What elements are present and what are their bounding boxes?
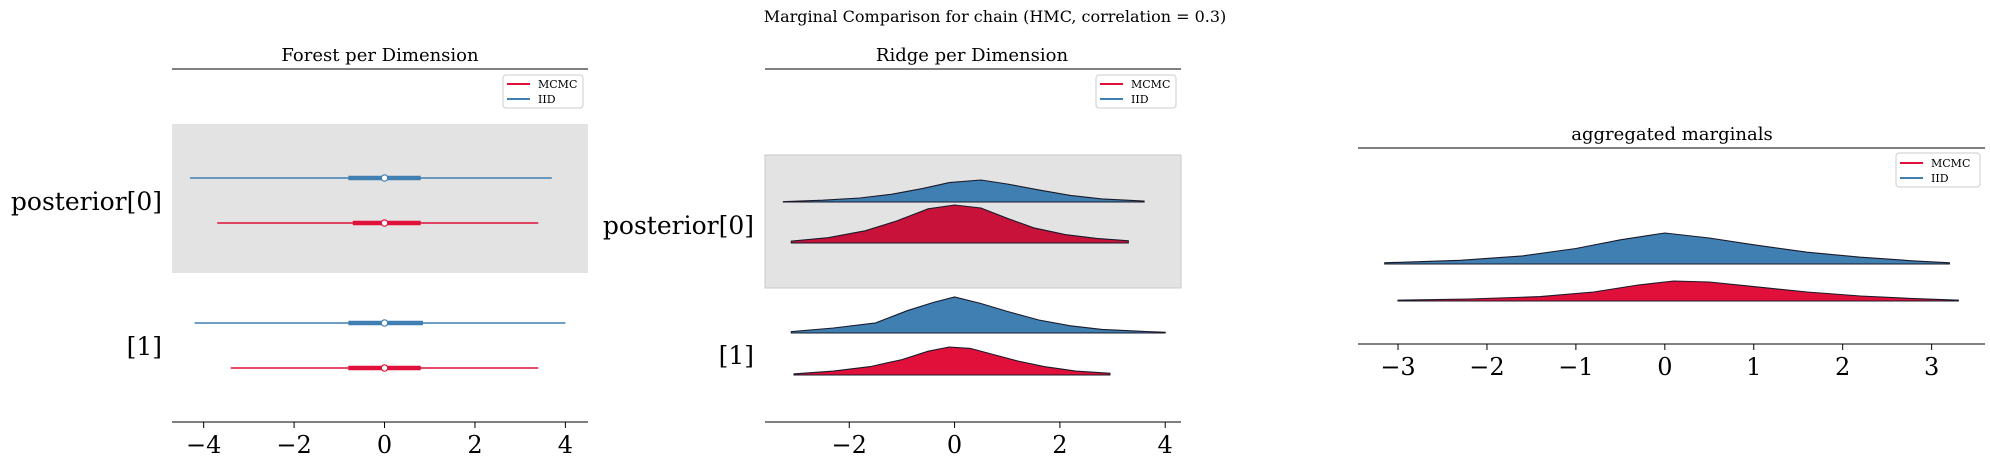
forest-row-label-1: [1] — [127, 332, 162, 361]
ridge-row-label-1: [1] — [719, 341, 754, 370]
aggregated-legend: MCMC IID — [1895, 152, 1981, 188]
forest-tick-label: 2 — [467, 431, 482, 459]
aggregated-panel: aggregated marginals −3 −2 −1 0 1 2 3 MCMC IID — [1358, 124, 1985, 381]
forest-title: Forest per Dimension — [281, 45, 479, 66]
ridge-tick-label: 4 — [1158, 431, 1173, 459]
forest-median-point — [380, 174, 389, 182]
aggregated-legend-iid-label: IID — [1931, 172, 1949, 185]
aggregated-tick-label: 3 — [1924, 353, 1939, 381]
aggregated-tick-label: 1 — [1746, 353, 1761, 381]
aggregated-title: aggregated marginals — [1571, 124, 1772, 145]
forest-marks — [190, 174, 566, 372]
ridge-tick-label: 0 — [947, 431, 962, 459]
ridge-row-label-posterior0: posterior[0] — [603, 211, 754, 240]
forest-median-point — [380, 219, 389, 227]
aggregated-tick-label: −1 — [1558, 353, 1593, 381]
forest-median-point — [380, 364, 389, 372]
aggregated-marks — [1384, 232, 1959, 302]
forest-tick-label: 0 — [377, 431, 392, 459]
ridge-marks — [782, 179, 1166, 376]
forest-panel: Forest per Dimension posterior[0] [1] −4… — [11, 45, 588, 459]
ridge-density-mcmc — [790, 204, 1129, 244]
ridge-panel: Ridge per Dimension posterior[0] [1] −2 0… — [603, 45, 1182, 459]
ridge-legend: MCMC IID — [1095, 74, 1177, 109]
forest-median-point — [380, 319, 389, 327]
aggregated-density-iid — [1384, 232, 1950, 265]
aggregated-x-ticks: −3 −2 −1 0 1 2 3 — [1380, 344, 1939, 381]
aggregated-density-mcmc — [1397, 280, 1959, 302]
ridge-title: Ridge per Dimension — [876, 45, 1069, 66]
forest-highlight-band — [172, 124, 588, 273]
ridge-tick-label: 2 — [1052, 431, 1067, 459]
ridge-tick-label: −2 — [832, 431, 867, 459]
forest-tick-label: 4 — [558, 431, 573, 459]
aggregated-tick-label: −3 — [1380, 353, 1415, 381]
ridge-density-mcmc — [793, 346, 1111, 376]
ridge-legend-mcmc-label: MCMC — [1131, 78, 1170, 91]
forest-legend: MCMC IID — [502, 74, 584, 109]
forest-row-label-posterior0: posterior[0] — [11, 187, 162, 216]
forest-tick-label: −4 — [186, 431, 221, 459]
aggregated-tick-label: −2 — [1469, 353, 1504, 381]
ridge-density-iid — [790, 296, 1166, 334]
forest-tick-label: −2 — [276, 431, 311, 459]
figure-suptitle: Marginal Comparison for chain (HMC, corr… — [764, 7, 1227, 26]
forest-x-ticks: −4 −2 0 2 4 — [186, 422, 573, 459]
forest-legend-iid-label: IID — [538, 93, 556, 106]
forest-legend-mcmc-label: MCMC — [538, 78, 577, 91]
aggregated-legend-mcmc-label: MCMC — [1931, 157, 1970, 170]
ridge-density-iid — [782, 179, 1145, 203]
aggregated-tick-label: 2 — [1835, 353, 1850, 381]
ridge-legend-iid-label: IID — [1131, 93, 1149, 106]
aggregated-tick-label: 0 — [1657, 353, 1672, 381]
ridge-x-ticks: −2 0 2 4 — [832, 422, 1173, 459]
